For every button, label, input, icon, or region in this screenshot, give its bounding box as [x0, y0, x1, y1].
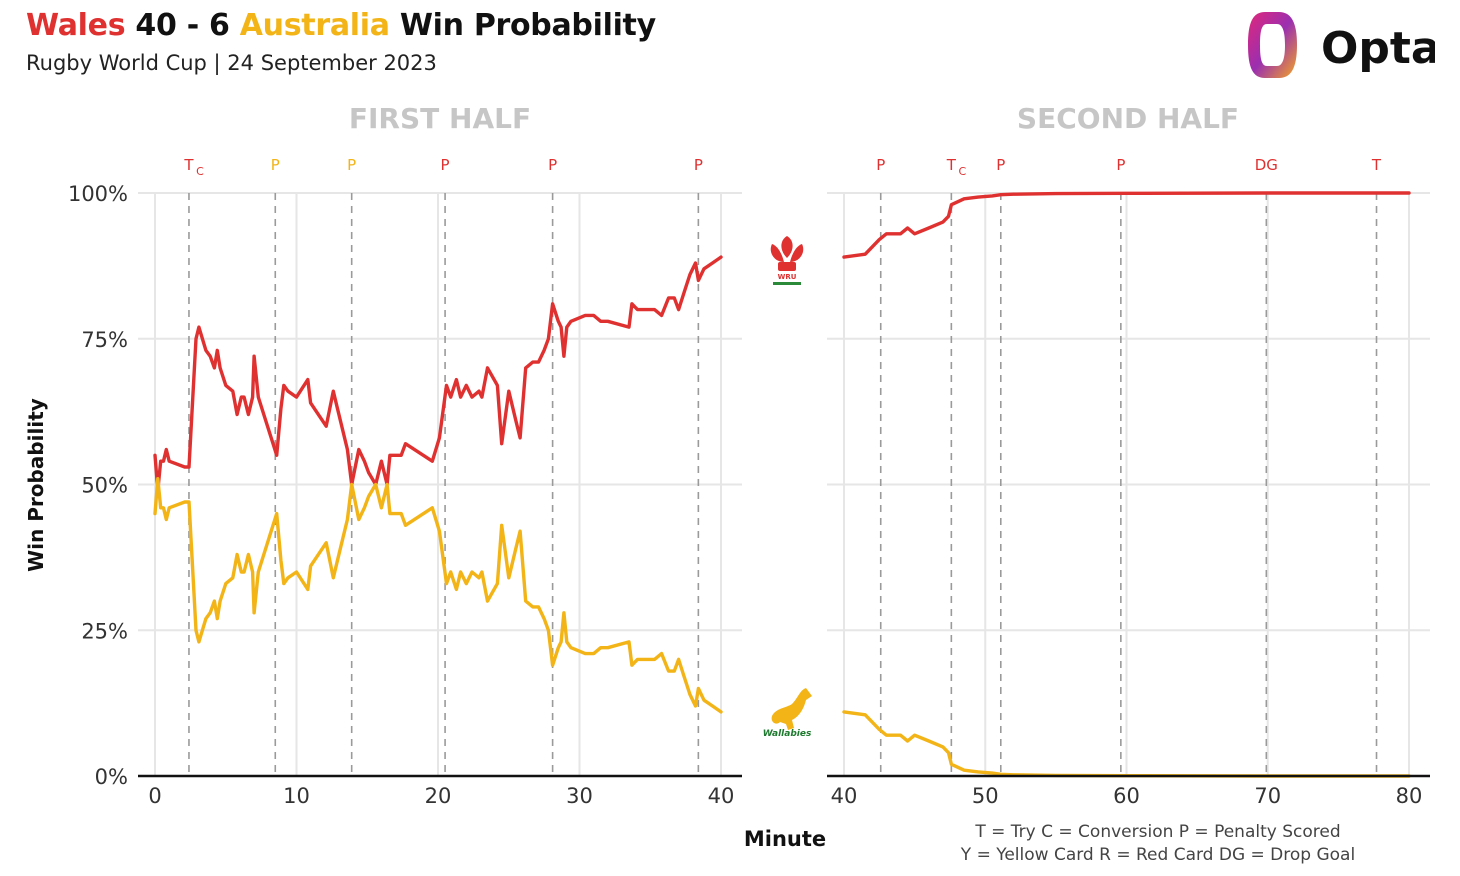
- panel-title: FIRST HALF: [349, 102, 531, 135]
- series-line-wales: [153, 255, 723, 492]
- wales-crest-band-icon: [778, 262, 796, 271]
- panel-title: SECOND HALF: [1017, 102, 1239, 135]
- legend-line-1: T = Try C = Conversion P = Penalty Score…: [974, 822, 1340, 842]
- legend-line-2: Y = Yellow Card R = Red Card DG = Drop G…: [960, 845, 1355, 865]
- event-sublabel: C: [959, 165, 967, 178]
- event-label: P: [876, 156, 885, 174]
- opta-icon: Opta: [1248, 12, 1441, 78]
- event-label: P: [694, 156, 703, 174]
- series-line-wales: [842, 191, 1411, 259]
- x-axis-label: Minute: [744, 827, 826, 851]
- series-line-australia: [153, 477, 723, 714]
- title-block: Wales 40 - 6 Australia Win Probability R…: [26, 8, 656, 75]
- event-label: T: [183, 156, 194, 174]
- y-tick-label: 0%: [95, 765, 128, 789]
- event-label: DG: [1255, 156, 1278, 174]
- x-tick-label: 10: [283, 784, 310, 808]
- y-tick-label: 50%: [81, 474, 128, 498]
- x-tick-label: 50: [972, 784, 999, 808]
- wales-crest-feather-icon: [770, 244, 784, 262]
- x-tick-label: 30: [566, 784, 593, 808]
- opta-wordmark: Opta: [1321, 23, 1435, 74]
- x-tick-label: 80: [1396, 784, 1423, 808]
- event-label: P: [347, 156, 356, 174]
- title-team-wales: Wales: [26, 8, 126, 43]
- event-label: T: [1371, 156, 1382, 174]
- wallabies-crest-label: Wallabies: [763, 729, 812, 739]
- chart-title: Wales 40 - 6 Australia Win Probability: [26, 8, 656, 43]
- title-suffix: Win Probability: [399, 8, 656, 43]
- event-label: P: [271, 156, 280, 174]
- event-label: P: [441, 156, 450, 174]
- event-label: P: [1116, 156, 1125, 174]
- y-tick-label: 75%: [81, 328, 128, 352]
- event-label: P: [548, 156, 557, 174]
- y-tick-label: 100%: [68, 182, 128, 206]
- x-tick-label: 20: [425, 784, 452, 808]
- wallabies-kangaroo-icon: [771, 688, 812, 730]
- wales-crest-underline: [773, 282, 801, 285]
- title-team-australia: Australia: [239, 8, 390, 43]
- x-tick-label: 60: [1113, 784, 1140, 808]
- y-tick-label: 25%: [81, 619, 128, 643]
- x-tick-label: 40: [831, 784, 858, 808]
- title-score: 40 - 6: [135, 8, 230, 43]
- event-label: P: [996, 156, 1005, 174]
- x-tick-label: 0: [148, 784, 161, 808]
- opta-logo: Opta: [1245, 8, 1441, 82]
- wales-crest-feather-icon: [790, 244, 804, 262]
- x-tick-label: 70: [1254, 784, 1281, 808]
- chart-subtitle: Rugby World Cup | 24 September 2023: [26, 51, 437, 75]
- event-label: T: [946, 156, 957, 174]
- x-tick-label: 40: [708, 784, 735, 808]
- y-axis-label: Win Probability: [24, 398, 48, 572]
- wales-crest-feather-icon: [781, 236, 793, 258]
- wales-crest-label: WRU: [778, 273, 797, 281]
- event-sublabel: C: [196, 165, 204, 178]
